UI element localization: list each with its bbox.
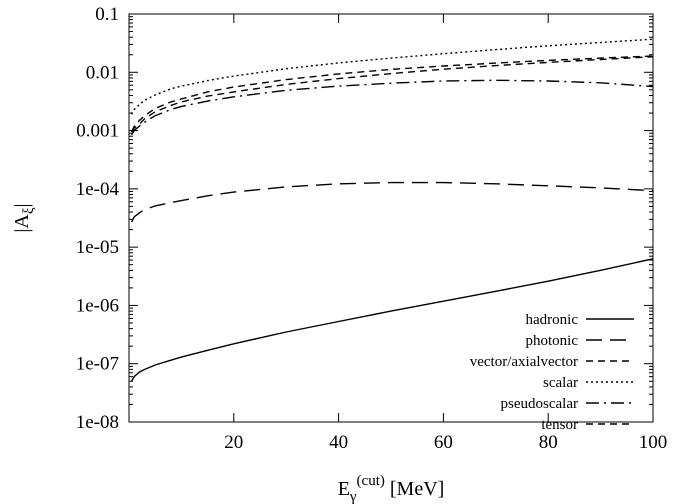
legend-label: photonic <box>526 333 579 349</box>
series-line-photonic <box>130 181 654 223</box>
series-group <box>130 38 654 382</box>
y-tick-label: 1e-04 <box>76 179 120 200</box>
y-tick-label: 0.001 <box>76 121 119 142</box>
x-tick-label: 20 <box>224 432 243 453</box>
plot-frame <box>128 13 654 423</box>
y-axis-title: |Aξ| <box>11 203 37 232</box>
y-tick-label: 1e-05 <box>76 237 119 258</box>
x-tick-label: 60 <box>434 432 453 453</box>
x-tick-label: 100 <box>639 432 668 453</box>
series-line-hadronic <box>130 258 654 382</box>
x-tick-label: 80 <box>539 432 558 453</box>
legend: hadronic photonic vector/axialvector scalar… <box>470 312 634 433</box>
x-tick-label: 40 <box>329 432 348 453</box>
legend-label: scalar <box>543 375 578 391</box>
y-tick-label: 0.1 <box>95 4 119 25</box>
x-axis: 20 40 60 80 100 <box>224 14 667 453</box>
x-axis-title: Eγ(cut) [MeV] <box>338 473 445 504</box>
series-line-vector-axialvector <box>131 56 654 133</box>
y-tick-label: 0.01 <box>86 62 119 83</box>
series-line-scalar <box>130 38 654 115</box>
y-tick-label: 1e-06 <box>76 295 119 316</box>
y-axis: 1e-08 1e-07 1e-06 1e-05 1e-04 0.001 0.01 0.1 <box>76 4 653 433</box>
legend-label: hadronic <box>526 312 579 328</box>
series-line-pseudoscalar <box>131 79 654 136</box>
legend-label: tensor <box>541 417 578 433</box>
y-tick-label: 1e-08 <box>76 412 119 433</box>
legend-label: vector/axialvector <box>470 354 578 370</box>
legend-label: pseudoscalar <box>501 396 578 412</box>
y-tick-label: 1e-07 <box>76 354 119 375</box>
series-line-tensor <box>130 55 654 133</box>
